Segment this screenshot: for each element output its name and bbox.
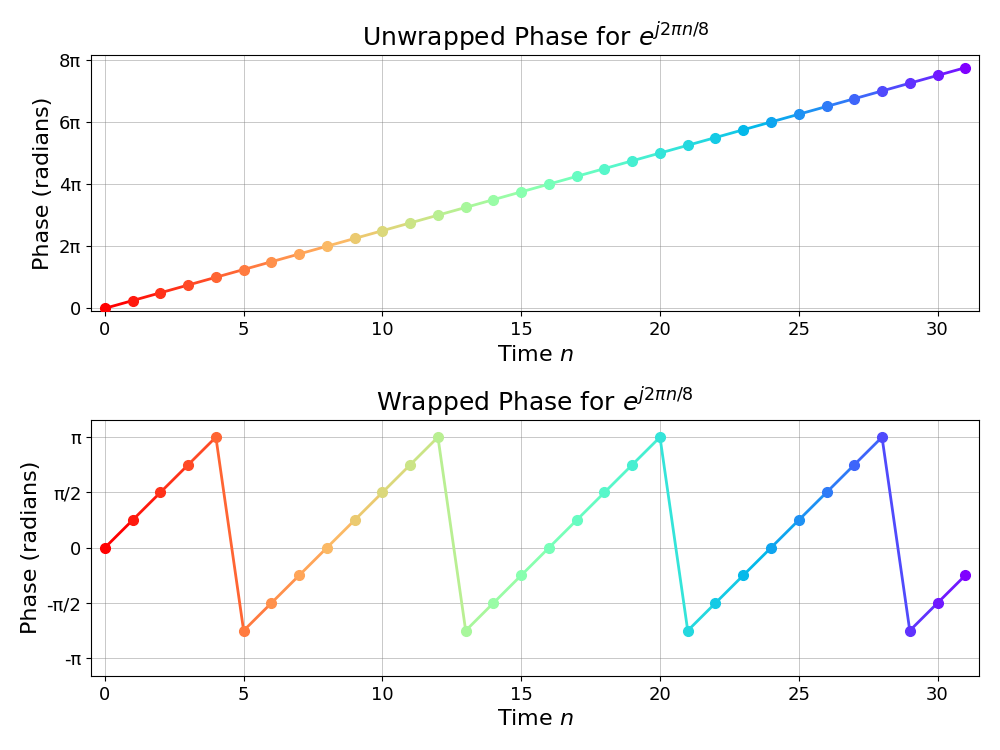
X-axis label: Time $n$: Time $n$ [497, 710, 573, 729]
Title: Wrapped Phase for $e^{j2\pi n/8}$: Wrapped Phase for $e^{j2\pi n/8}$ [376, 386, 694, 419]
Y-axis label: Phase (radians): Phase (radians) [33, 97, 53, 270]
X-axis label: Time $n$: Time $n$ [497, 344, 573, 364]
Title: Unwrapped Phase for $e^{j2\pi n/8}$: Unwrapped Phase for $e^{j2\pi n/8}$ [362, 21, 709, 54]
Y-axis label: Phase (radians): Phase (radians) [21, 461, 41, 634]
